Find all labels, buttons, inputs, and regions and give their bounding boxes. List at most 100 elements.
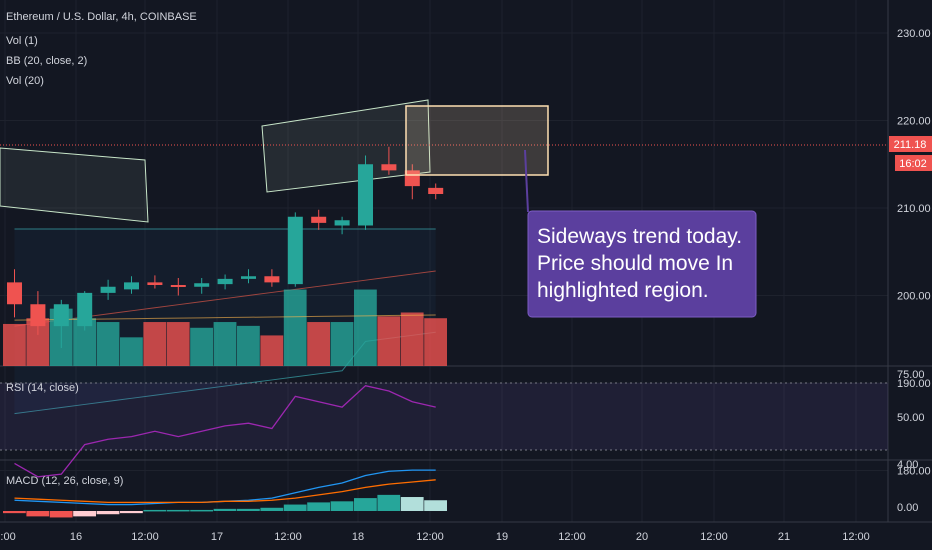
volume-bars xyxy=(3,289,447,366)
time-tick-label: 17 xyxy=(211,531,223,543)
volume-bar xyxy=(3,323,26,366)
callout-line-2: Price should move In xyxy=(537,252,733,275)
macd-histogram-bar xyxy=(400,497,424,511)
price-tick-label: 220.00 xyxy=(897,116,931,128)
volume-bar xyxy=(190,327,213,366)
candle-body xyxy=(124,282,139,290)
volume-bar xyxy=(377,316,401,366)
volume-bar xyxy=(424,318,447,366)
candle-body xyxy=(428,187,444,194)
rsi-legend[interactable]: RSI (14, close) xyxy=(6,382,79,394)
volume-bar xyxy=(96,322,120,366)
price-tick-label: 210.00 xyxy=(897,203,931,215)
time-axis[interactable]: 2:00 16 12:00 17 12:00 18 12:00 19 12:00 20 12:00 2… xyxy=(0,531,870,543)
time-tick-label: 20 xyxy=(636,531,648,543)
price-tick-label: 200.00 xyxy=(897,291,931,303)
candle-body xyxy=(147,282,163,285)
indicator-legend-vol[interactable]: Vol (1) xyxy=(6,35,38,47)
macd-histogram-bar xyxy=(26,511,50,517)
candle-body xyxy=(334,220,350,226)
macd-histogram-bar xyxy=(424,500,447,511)
time-tick-label: 12:00 xyxy=(416,531,444,543)
volume-bar xyxy=(400,312,424,366)
candle-body xyxy=(217,278,233,285)
macd-histogram-bar xyxy=(166,509,190,512)
macd-tick-4: 4.00 xyxy=(897,459,918,471)
candle-body xyxy=(53,304,69,327)
candle-body xyxy=(241,276,256,279)
candle-body xyxy=(194,283,210,287)
macd-histogram-bar xyxy=(143,509,167,512)
price-axis[interactable]: 230.00 220.00 210.00 200.00 190.00 180.00 xyxy=(897,28,931,478)
callout-box[interactable] xyxy=(527,210,757,318)
macd-histogram-bar xyxy=(377,494,401,511)
rsi-line xyxy=(14,384,436,478)
macd-histogram-bar xyxy=(330,501,354,511)
last-price-label: 211.18 xyxy=(894,139,927,151)
candlestick-series xyxy=(7,146,444,348)
macd-series xyxy=(3,469,447,518)
macd-histogram-bar xyxy=(190,509,213,512)
countdown-tag xyxy=(895,155,932,171)
rsi-band xyxy=(0,383,888,450)
candle-body xyxy=(170,285,186,287)
macd-histogram-bar xyxy=(49,511,73,518)
macd-histogram-bar xyxy=(283,504,307,511)
macd-histogram-bar xyxy=(260,507,284,511)
price-tick-label: 180.00 xyxy=(897,466,931,478)
trend-channel-left xyxy=(0,147,149,223)
highlighted-region-box[interactable] xyxy=(405,105,549,176)
indicator-legend-vol20[interactable]: Vol (20) xyxy=(6,75,44,87)
volume-bar xyxy=(143,322,167,366)
macd-histogram-bar xyxy=(307,502,330,511)
time-tick-label: 2:00 xyxy=(0,531,16,543)
volume-bar xyxy=(260,335,284,366)
price-tick-label: 230.00 xyxy=(897,28,931,40)
callout-note[interactable]: Sideways trend today. Price should move … xyxy=(524,149,757,318)
time-tick-label: 19 xyxy=(496,531,508,543)
candle-body xyxy=(77,292,93,327)
volume-bar xyxy=(26,318,50,366)
volume-bar xyxy=(237,325,260,366)
last-price-tag xyxy=(889,136,932,152)
volume-bar xyxy=(283,289,307,366)
candle-body xyxy=(264,276,280,283)
volume-bar xyxy=(307,322,330,366)
candle-body xyxy=(30,304,46,327)
volume-bar xyxy=(330,322,354,366)
time-tick-label: 12:00 xyxy=(700,531,728,543)
volume-bar xyxy=(120,337,143,366)
indicator-legend-bb[interactable]: BB (20, close, 2) xyxy=(6,55,87,67)
rsi-tick-75: 75.00 xyxy=(897,369,925,381)
candle-body xyxy=(7,282,22,305)
volume-bar xyxy=(213,322,237,366)
macd-histogram-bar xyxy=(96,511,120,515)
macd-legend[interactable]: MACD (12, 26, close, 9) xyxy=(6,475,123,487)
candle-body xyxy=(358,164,373,226)
macd-tick-0: 0.00 xyxy=(897,502,918,514)
main-series-title[interactable]: Ethereum / U.S. Dollar, 4h, COINBASE xyxy=(6,11,197,23)
price-tick-label: 190.00 xyxy=(897,378,931,390)
time-tick-label: 12:00 xyxy=(131,531,159,543)
macd-histogram-bar xyxy=(237,508,260,511)
candle-body xyxy=(311,216,327,223)
time-tick-label: 18 xyxy=(352,531,364,543)
macd-histogram-bar xyxy=(213,508,237,511)
volume-bar xyxy=(354,289,377,366)
macd-histogram-bar xyxy=(73,511,96,517)
time-tick-label: 12:00 xyxy=(558,531,586,543)
candle-body xyxy=(287,216,303,285)
macd-histogram-bar xyxy=(354,498,377,511)
bb-fill xyxy=(14,229,436,414)
rsi-series xyxy=(14,384,436,478)
time-tick-label: 12:00 xyxy=(842,531,870,543)
rsi-tick-50: 50.00 xyxy=(897,412,925,424)
time-tick-label: 16 xyxy=(70,531,82,543)
countdown-label: 16:02 xyxy=(899,158,927,170)
volume-bar xyxy=(166,322,190,366)
macd-histogram-bar xyxy=(3,511,26,514)
macd-signal-line xyxy=(14,479,436,504)
